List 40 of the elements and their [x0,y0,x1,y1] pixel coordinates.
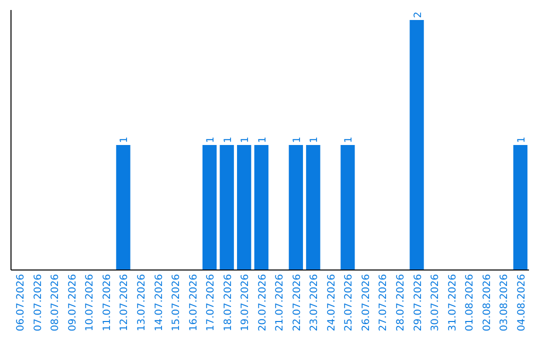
data-label: 1 [222,136,234,143]
x-tick-label: 06.07.2026 [16,274,27,332]
x-tick-label: 27.07.2026 [378,274,390,332]
x-tick-label: 28.07.2026 [396,274,406,332]
x-tick-label: 23.07.2026 [309,274,320,332]
x-tick-label: 22.07.2026 [292,274,303,332]
x-tick-label: 07.07.2026 [32,274,44,332]
x-tick-label: 18.07.2026 [222,274,234,332]
data-label: 1 [240,136,252,143]
data-label: 1 [344,136,355,143]
data-label: 1 [292,136,303,143]
x-tick-label: 09.07.2026 [67,274,78,332]
x-tick-label: 17.07.2026 [206,274,217,332]
x-tick-label: 02.08.2026 [482,274,493,332]
x-tick-label: 10.07.2026 [84,274,96,332]
data-label: 2 [412,12,424,18]
x-tick-label: 25.07.2026 [344,274,355,332]
x-tick-label: 11.07.2026 [102,274,113,332]
data-label: 1 [257,136,268,143]
x-tick-label: 15.07.2026 [171,274,182,332]
x-tick-label: 04.08.2026 [516,274,528,332]
x-tick-label: 01.08.2026 [464,274,476,332]
x-tick-label: 03.08.2026 [499,274,510,332]
x-tick-label: 13.07.2026 [136,274,148,332]
x-tick-label: 30.07.2026 [430,274,442,332]
x-tick-label: 08.07.2026 [50,274,62,332]
data-label: 1 [119,136,130,143]
x-tick-label: 31.07.2026 [447,274,458,332]
data-label: 1 [309,136,320,143]
x-tick-label: 20.07.2026 [257,274,268,332]
x-tick-label: 29.07.2026 [412,274,424,332]
x-tick-label: 12.07.2026 [119,274,130,332]
data-label: 1 [206,136,217,143]
x-tick-label: 24.07.2026 [326,274,338,332]
x-tick-label: 21.07.2026 [274,274,286,332]
x-tick-label: 16.07.2026 [188,274,200,332]
x-tick-label: 14.07.2026 [154,274,165,332]
x-tick-label: 19.07.2026 [240,274,252,332]
x-tick-label: 26.07.2026 [360,274,372,332]
data-label: 1 [516,136,528,143]
